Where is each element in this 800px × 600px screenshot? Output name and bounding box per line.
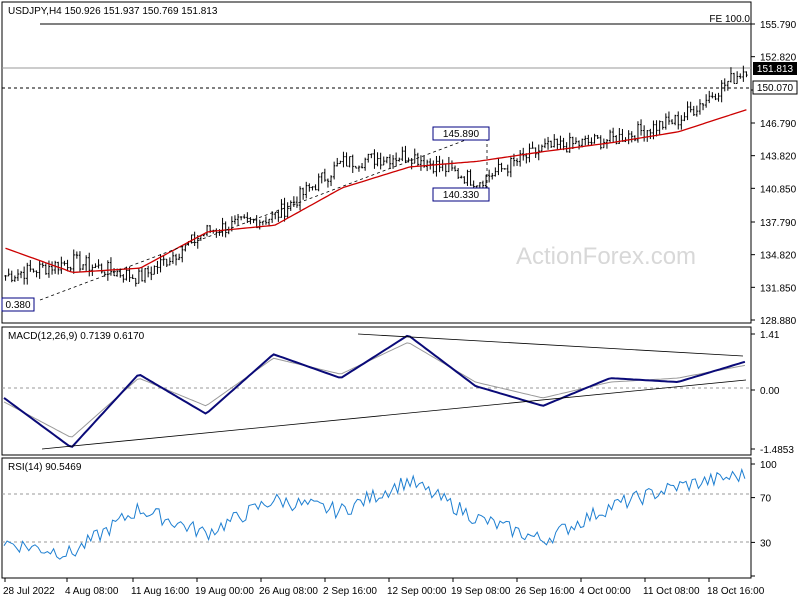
moving-average-line [5,109,747,274]
x-tick-label: 26 Aug 08:00 [259,586,318,597]
macd-panel-frame [1,326,752,456]
rsi-line [3,467,746,560]
macd-tick-label: 0.00 [760,386,780,397]
macd-lower-trendline [41,379,747,450]
price-tick-label: 146.790 [760,119,797,130]
price-tick-label: 143.820 [760,152,797,163]
macd-upper-trendline [357,333,744,357]
watermark: ActionForex.com [516,243,696,270]
rsi-tick-label: 100 [760,460,777,471]
price-tick-label: 131.850 [760,283,797,294]
price-bars [4,65,748,287]
svg-text:150.070: 150.070 [757,83,794,94]
symbol-header: USDJPY,H4 150.926 151.937 150.769 151.81… [8,6,218,17]
price-tick-label: 152.820 [760,53,797,64]
rsi-title: RSI(14) 90.5469 [8,462,82,473]
price-tick-label: 137.790 [760,218,797,229]
macd-line [3,334,746,448]
x-tick-label: 19 Aug 00:00 [195,586,254,597]
level-price-tag: 150.070 [752,80,798,95]
x-axis: 28 Jul 2022 4 Aug 08:00 11 Aug 16:00 19 Aug… [3,578,765,597]
price-tick-label: 134.820 [760,251,797,262]
macd-signal-line [3,342,745,438]
x-tick-label: 11 Oct 08:00 [643,586,700,597]
svg-text:140.330: 140.330 [443,190,480,201]
macd-tick-label: 1.41 [760,330,780,341]
svg-text:145.890: 145.890 [443,129,480,140]
price-tick-label: 155.790 [760,20,797,31]
fe-label: FE 100.0 [709,14,750,25]
current-price-tag: 151.813 [753,62,797,75]
rsi-tick-label: 70 [760,494,772,505]
rsi-axis: 100 70 30 [751,460,777,577]
macd-title: MACD(12,26,9) 0.7139 0.6170 [8,331,145,342]
x-tick-label: 2 Sep 16:00 [323,586,377,597]
x-tick-label: 12 Sep 00:00 [387,586,447,597]
price-trendline [39,131,488,301]
rsi-tick-label: 30 [760,538,772,549]
x-tick-label: 18 Oct 16:00 [707,586,765,597]
svg-text:0.380: 0.380 [5,300,30,311]
price-tick-label: 128.880 [760,316,797,327]
x-tick-label: 4 Oct 00:00 [579,586,631,597]
macd-tick-label: -1.4853 [760,445,794,456]
rsi-panel-frame [1,457,752,579]
x-tick-label: 4 Aug 08:00 [65,586,119,597]
macd-axis: 1.41 0.00 -1.4853 [751,330,794,456]
annotation-low: 140.330 [432,187,490,202]
annotation-start-low: 0.380 [1,297,35,312]
x-tick-label: 28 Jul 2022 [3,586,55,597]
annotation-high: 145.890 [432,126,490,141]
x-tick-label: 19 Sep 08:00 [451,586,511,597]
x-tick-label: 11 Aug 16:00 [131,586,190,597]
svg-text:151.813: 151.813 [757,64,794,75]
price-tick-label: 140.850 [760,184,797,195]
x-tick-label: 26 Sep 16:00 [515,586,575,597]
